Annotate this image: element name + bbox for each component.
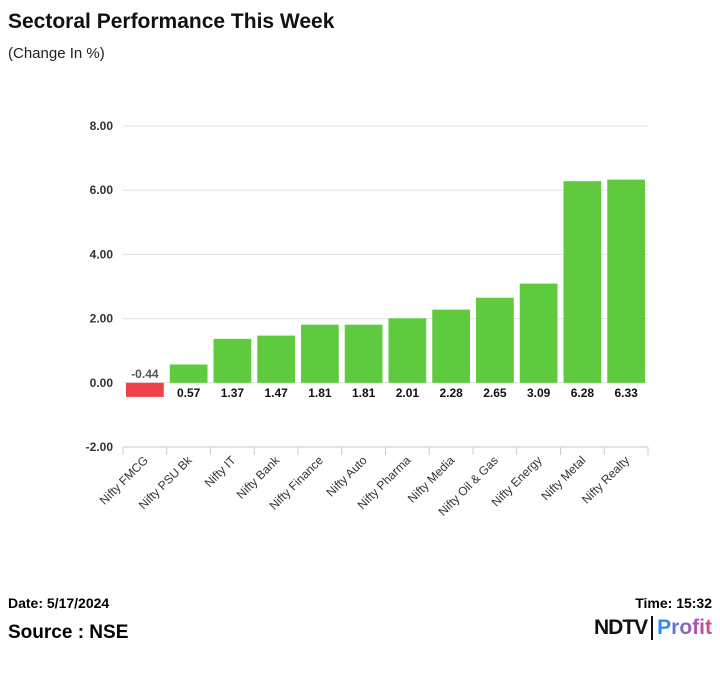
data-label: 2.28 bbox=[439, 386, 463, 400]
logo-divider bbox=[651, 616, 654, 640]
data-label: 1.81 bbox=[308, 386, 332, 400]
data-label: 1.81 bbox=[352, 386, 376, 400]
y-tick-label: 0.00 bbox=[90, 376, 114, 390]
bar bbox=[607, 179, 645, 383]
y-tick-label: 8.00 bbox=[90, 119, 114, 133]
bar bbox=[257, 335, 295, 383]
date-label: Date: 5/17/2024 bbox=[8, 595, 110, 611]
bar bbox=[169, 364, 208, 383]
y-tick-label: 2.00 bbox=[90, 312, 114, 326]
bar bbox=[388, 318, 427, 383]
data-label: 2.65 bbox=[483, 386, 507, 400]
chart-title: Sectoral Performance This Week bbox=[8, 10, 335, 33]
bar bbox=[126, 382, 164, 397]
data-label: 1.37 bbox=[221, 386, 245, 400]
time-label: Time: 15:32 bbox=[635, 595, 712, 611]
data-label: 2.01 bbox=[396, 386, 420, 400]
data-label: 1.47 bbox=[264, 386, 288, 400]
data-label: 0.57 bbox=[177, 386, 201, 400]
bar bbox=[344, 324, 383, 383]
data-label: 3.09 bbox=[527, 386, 551, 400]
logo-ndtv: NDTV bbox=[594, 616, 648, 639]
chart-subtitle: (Change In %) bbox=[8, 45, 105, 62]
bar bbox=[519, 283, 558, 383]
y-tick-label: 6.00 bbox=[90, 183, 114, 197]
y-tick-label: -2.00 bbox=[86, 440, 114, 454]
data-label: -0.44 bbox=[131, 367, 159, 381]
ndtv-profit-logo: NDTV Profit bbox=[594, 616, 712, 640]
bar bbox=[213, 338, 252, 383]
y-tick-label: 4.00 bbox=[90, 247, 114, 261]
x-tick-label: Nifty IT bbox=[202, 453, 239, 490]
data-label: 6.33 bbox=[614, 386, 638, 400]
bar bbox=[301, 324, 339, 383]
bar bbox=[432, 309, 470, 383]
bar bbox=[563, 181, 602, 383]
bar bbox=[476, 297, 514, 383]
source-label: Source : NSE bbox=[8, 622, 129, 643]
x-tick-label: Nifty Realty bbox=[579, 453, 632, 506]
logo-profit: Profit bbox=[657, 616, 712, 639]
data-label: 6.28 bbox=[571, 386, 595, 400]
